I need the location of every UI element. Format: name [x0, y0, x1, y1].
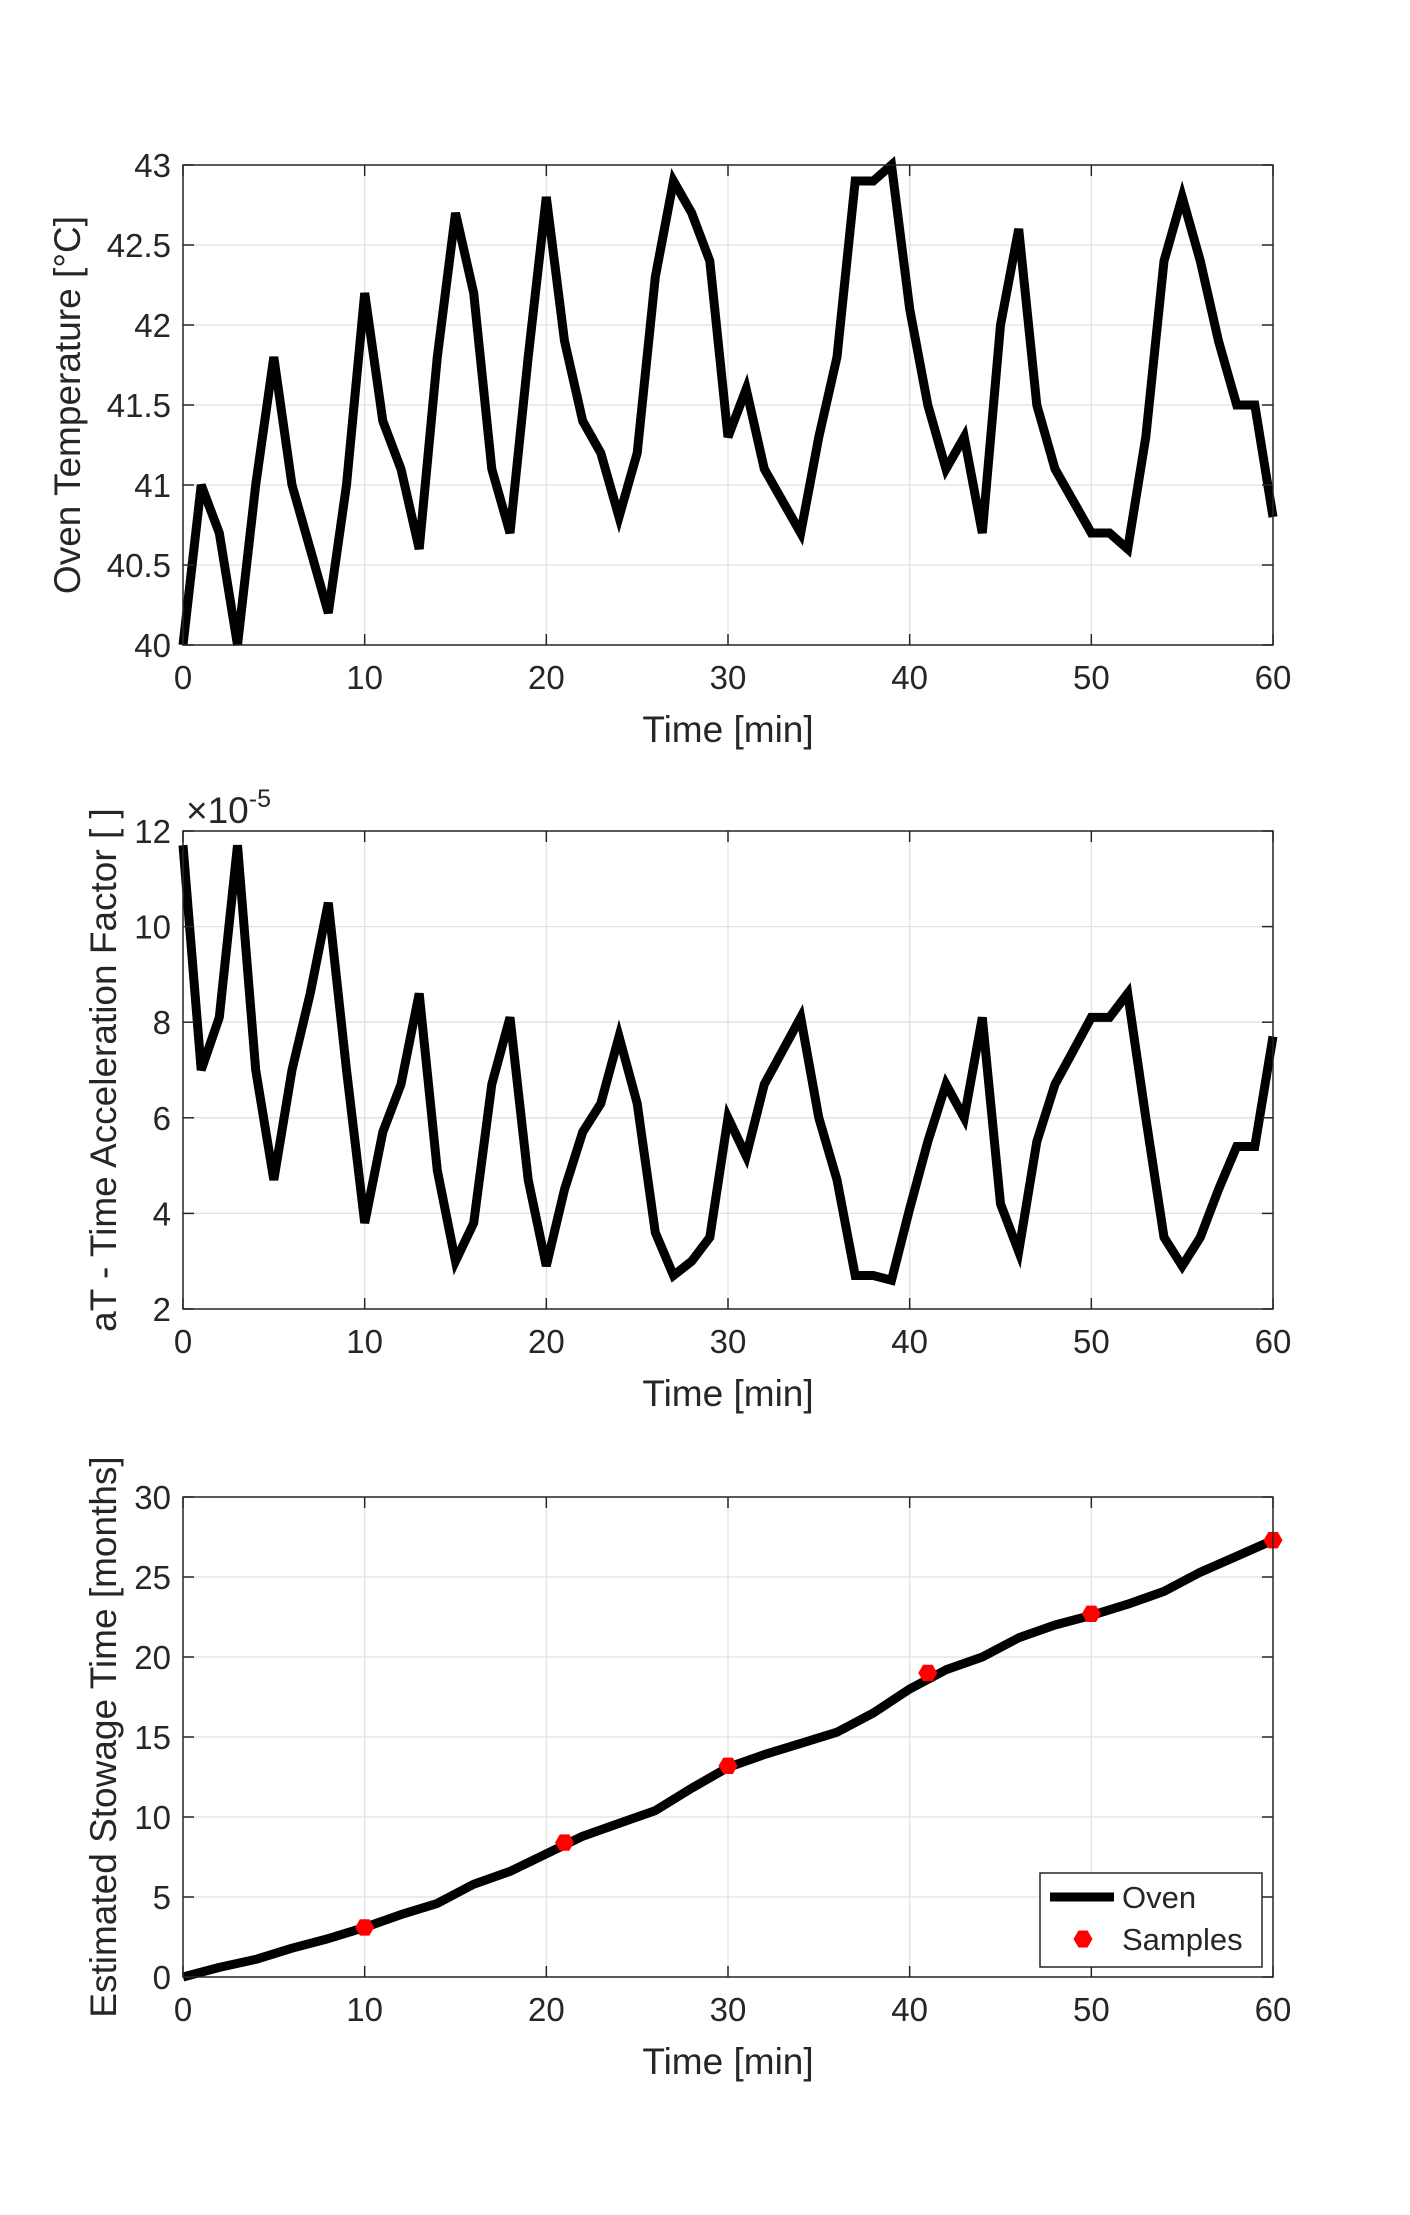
y-tick-label: 40 — [134, 627, 171, 664]
y-tick-label: 25 — [134, 1559, 171, 1596]
y-tick-label: 12 — [134, 813, 171, 850]
x-tick-label: 50 — [1073, 1323, 1110, 1360]
legend: Oven Samples — [1039, 1872, 1263, 1968]
x-tick-label: 0 — [174, 659, 192, 696]
y-tick-label: 42 — [134, 307, 171, 344]
sample-markers — [355, 1532, 1283, 1936]
acceleration-x-ticks: 0 10 20 30 40 50 60 — [174, 831, 1292, 1360]
y-tick-label: 30 — [134, 1479, 171, 1516]
acceleration-exponent-label: ×10-5 — [186, 785, 271, 831]
stowage-x-ticks: 0 10 20 30 40 50 60 — [174, 1497, 1292, 2028]
x-tick-label: 20 — [528, 1323, 565, 1360]
temperature-y-axis-label: Oven Temperature [°C] — [47, 216, 88, 594]
x-tick-label: 20 — [528, 1991, 565, 2028]
y-tick-label: 42.5 — [107, 227, 171, 264]
x-tick-label: 60 — [1255, 1323, 1292, 1360]
x-tick-label: 10 — [346, 1991, 383, 2028]
acceleration-x-axis-label: Time [min] — [642, 1373, 813, 1414]
x-tick-label: 30 — [710, 1991, 747, 2028]
y-tick-label: 41.5 — [107, 387, 171, 424]
sample-marker — [555, 1834, 574, 1851]
legend-box — [1039, 1872, 1263, 1968]
x-tick-label: 60 — [1255, 659, 1292, 696]
exponent-base: ×10 — [186, 790, 249, 831]
y-tick-label: 43 — [134, 147, 171, 184]
stowage-y-ticks: 0 5 10 15 20 25 30 — [134, 1479, 1273, 1996]
sample-marker — [1081, 1605, 1101, 1622]
temperature-chart: 0 10 20 30 40 50 60 40 40.5 41 41.5 42 42.5 43 Time … — [47, 147, 1291, 750]
x-tick-label: 40 — [891, 659, 928, 696]
legend-samples-label: Samples — [1122, 1922, 1243, 1957]
x-tick-label: 50 — [1073, 1991, 1110, 2028]
x-tick-label: 30 — [710, 1323, 747, 1360]
temperature-y-ticks: 40 40.5 41 41.5 42 42.5 43 — [107, 147, 1273, 664]
x-tick-label: 30 — [710, 659, 747, 696]
temperature-x-ticks: 0 10 20 30 40 50 60 — [174, 165, 1292, 696]
y-tick-label: 2 — [153, 1291, 171, 1328]
stowage-x-axis-label: Time [min] — [642, 2041, 813, 2082]
x-tick-label: 50 — [1073, 659, 1110, 696]
legend-samples-swatch — [1073, 1930, 1093, 1948]
temperature-x-axis-label: Time [min] — [642, 709, 813, 750]
sample-marker — [718, 1757, 738, 1774]
x-tick-label: 10 — [346, 1323, 383, 1360]
stowage-time-chart: 0 10 20 30 40 50 60 0 5 10 15 20 25 30 Time [min] Es… — [83, 1456, 1291, 2082]
sample-marker — [918, 1664, 938, 1682]
temperature-line — [178, 156, 1278, 646]
y-tick-label: 40.5 — [107, 547, 171, 584]
y-tick-label: 15 — [134, 1719, 171, 1756]
x-tick-label: 20 — [528, 659, 565, 696]
x-tick-label: 60 — [1255, 1991, 1292, 2028]
acceleration-y-ticks: 2 4 6 8 10 12 — [134, 813, 1273, 1328]
x-tick-label: 0 — [174, 1991, 192, 2028]
x-tick-label: 40 — [891, 1991, 928, 2028]
y-tick-label: 10 — [134, 1799, 171, 1836]
y-tick-label: 20 — [134, 1639, 171, 1676]
y-tick-label: 5 — [153, 1879, 171, 1916]
x-tick-label: 40 — [891, 1323, 928, 1360]
x-tick-label: 0 — [174, 1323, 192, 1360]
y-tick-label: 41 — [134, 467, 171, 504]
y-tick-label: 6 — [153, 1100, 171, 1137]
sample-marker — [355, 1919, 375, 1936]
acceleration-y-axis-label: aT - Time Acceleration Factor [ ] — [83, 808, 124, 1332]
stowage-y-axis-label: Estimated Stowage Time [months] — [83, 1456, 124, 2017]
y-tick-label: 10 — [134, 909, 171, 946]
y-tick-label: 8 — [153, 1004, 171, 1041]
y-tick-label: 0 — [153, 1959, 171, 1996]
acceleration-line — [178, 844, 1278, 1286]
legend-oven-label: Oven — [1122, 1880, 1196, 1915]
exponent-power: -5 — [249, 785, 271, 813]
x-tick-label: 10 — [346, 659, 383, 696]
y-tick-label: 4 — [153, 1195, 171, 1232]
